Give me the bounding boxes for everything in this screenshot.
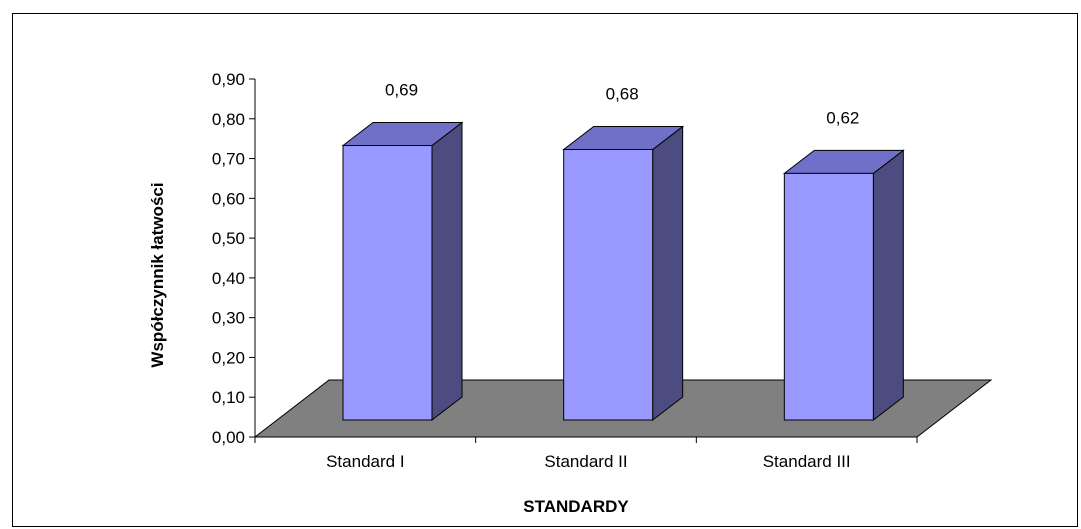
bar bbox=[562, 125, 685, 422]
y-tick-label: 0,00 bbox=[212, 428, 245, 447]
y-tick-label: 0,20 bbox=[212, 348, 245, 367]
bar bbox=[341, 121, 464, 422]
y-tick-label: 0,50 bbox=[212, 229, 245, 248]
x-axis-title: STANDARDY bbox=[523, 497, 629, 516]
bar-side-face bbox=[872, 149, 904, 422]
x-category-label: Standard I bbox=[326, 452, 404, 471]
y-axis-title: Współczynnik łatwości bbox=[148, 182, 167, 367]
y-tick-label: 0,70 bbox=[212, 150, 245, 169]
y-tick-label: 0,80 bbox=[212, 110, 245, 129]
chart-frame: 0,00 0,10 0,20 0,30 0,40 0,50 0,60 0,70 0,80 0,90… bbox=[12, 13, 1078, 527]
y-tick-label: 0,10 bbox=[212, 388, 245, 407]
bar-value-label: 0,62 bbox=[826, 108, 859, 127]
bar-side-face bbox=[652, 125, 684, 422]
y-tick-label: 0,60 bbox=[212, 189, 245, 208]
bar-value-label: 0,68 bbox=[606, 85, 639, 104]
labels: 0,69 Standard I 0,68 Standard II 0,62 Standar… bbox=[326, 81, 859, 471]
bars bbox=[341, 121, 905, 422]
x-category-label: Standard II bbox=[544, 452, 627, 471]
bar-value-label: 0,69 bbox=[385, 81, 418, 100]
y-tick-label: 0,30 bbox=[212, 309, 245, 328]
x-category-label: Standard III bbox=[763, 452, 851, 471]
y-tick-label: 0,90 bbox=[212, 70, 245, 89]
bar-chart: 0,00 0,10 0,20 0,30 0,40 0,50 0,60 0,70 0,80 0,90… bbox=[148, 70, 993, 516]
y-tick-label: 0,40 bbox=[212, 269, 245, 288]
y-axis: 0,00 0,10 0,20 0,30 0,40 0,50 0,60 0,70 0,80 0,90 bbox=[212, 70, 918, 447]
bar bbox=[782, 149, 905, 422]
bar-front-face bbox=[342, 145, 433, 421]
bar-front-face bbox=[783, 172, 874, 421]
bar-front-face bbox=[563, 149, 654, 421]
bar-side-face bbox=[431, 121, 463, 422]
